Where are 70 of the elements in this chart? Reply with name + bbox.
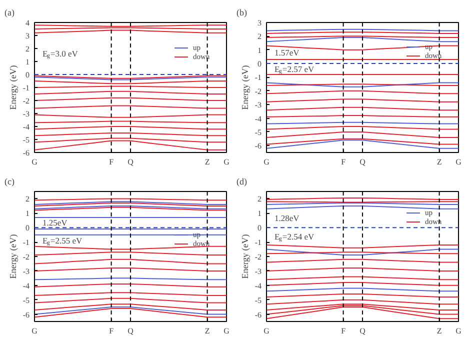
x-tick-label: Q: [128, 326, 134, 336]
y-tick-label: 1: [258, 46, 262, 55]
y-tick-label: -3: [254, 266, 262, 276]
y-tick-label: 3: [26, 32, 30, 40]
y-tick-label: 1: [258, 209, 262, 218]
x-tick-label: F: [109, 158, 114, 166]
text: (a): [4, 8, 14, 18]
y-tick-label: 2: [26, 194, 30, 204]
x-tick-label: G: [456, 158, 462, 166]
y-tick-label: -4: [22, 281, 30, 290]
y-tick-label: -1: [254, 73, 262, 82]
x-tick-label: G: [264, 326, 270, 336]
y-axis-title: Energy (eV): [8, 65, 18, 110]
y-tick-label: 1: [26, 58, 30, 66]
y-tick-label: -4: [22, 122, 30, 132]
y-tick-label: -6: [254, 142, 262, 151]
x-tick-label: Z: [204, 326, 210, 336]
annotation: 1.25eV: [42, 218, 68, 228]
y-tick-label: -3: [254, 100, 262, 110]
y-tick-label: -1: [22, 238, 30, 248]
y-tick-label: 0: [258, 60, 262, 69]
y-axis-title: Energy (eV): [8, 234, 18, 279]
y-tick-label: 0: [258, 224, 262, 233]
y-tick-label: 1: [26, 209, 30, 218]
x-tick-label: G: [224, 326, 230, 336]
y-tick-label: -2: [22, 96, 30, 106]
y-tick-label: -5: [254, 296, 262, 305]
x-tick-label: F: [341, 326, 346, 336]
x-tick-label: Q: [360, 326, 366, 336]
y-tick-label: -5: [22, 136, 30, 144]
x-tick-label: Z: [436, 158, 442, 166]
y-tick-label: -2: [254, 252, 262, 262]
text: (b): [236, 8, 247, 18]
y-tick-label: 0: [26, 70, 30, 80]
y-tick-label: -5: [22, 296, 30, 305]
text: (d): [236, 176, 247, 186]
y-tick-label: 2: [258, 32, 262, 42]
y-tick-label: -4: [254, 281, 262, 290]
text: (c): [4, 176, 14, 186]
y-axis-title: Energy (eV): [240, 65, 250, 110]
y-tick-label: 2: [258, 194, 262, 204]
x-tick-label: G: [32, 326, 38, 336]
y-tick-label: -6: [254, 310, 262, 320]
y-tick-label: -6: [22, 310, 30, 320]
y-axis-title: Energy (eV): [240, 234, 250, 279]
x-tick-label: F: [341, 158, 346, 166]
annotation: 1.57eV: [274, 48, 300, 58]
y-tick-label: -3: [22, 110, 30, 118]
y-tick-label: -3: [22, 266, 30, 276]
annotation: 1.28eV: [274, 213, 300, 224]
x-tick-label: G: [264, 158, 270, 166]
x-tick-label: G: [32, 158, 38, 166]
y-tick-label: 4: [26, 18, 30, 28]
x-tick-label: G: [456, 326, 462, 336]
x-tick-label: Z: [436, 326, 442, 336]
x-tick-label: Q: [128, 158, 134, 166]
y-tick-label: 0: [26, 224, 30, 233]
y-tick-label: 3: [258, 18, 262, 28]
x-tick-label: F: [109, 326, 114, 336]
y-tick-label: -1: [22, 84, 30, 92]
y-tick-label: -2: [22, 252, 30, 262]
x-tick-label: Q: [360, 158, 366, 166]
y-tick-label: -4: [254, 114, 262, 124]
y-tick-label: -1: [254, 238, 262, 248]
y-tick-label: 2: [26, 44, 30, 54]
y-tick-label: -6: [22, 148, 30, 158]
y-tick-label: -2: [254, 86, 262, 96]
x-tick-label: Z: [204, 158, 210, 166]
y-tick-label: -5: [254, 128, 262, 137]
x-tick-label: G: [224, 158, 230, 166]
